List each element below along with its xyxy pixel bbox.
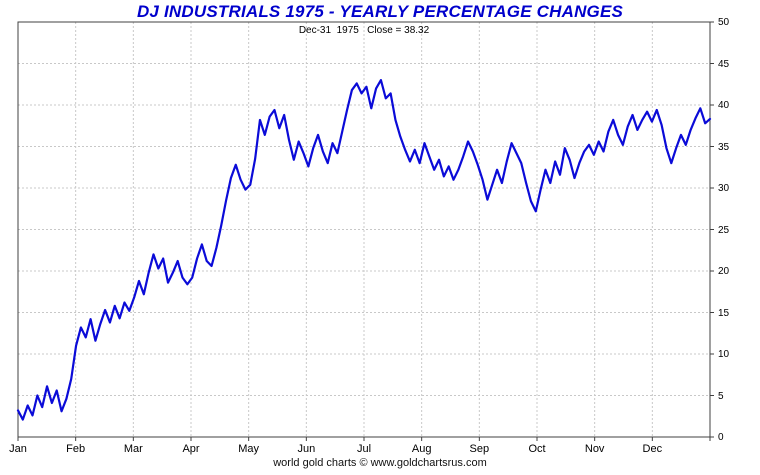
y-tick-label: 30 (718, 183, 730, 194)
y-tick-label: 15 (718, 307, 730, 319)
x-month-label: Oct (528, 443, 546, 455)
watermark-text: world gold charts © www.goldchartsrus.co… (273, 457, 487, 469)
y-tick-label: 40 (718, 100, 730, 111)
price-line-series (16, 78, 712, 421)
y-tick-label: 25 (718, 224, 730, 236)
x-month-label: Jul (356, 443, 372, 455)
x-month-label: Apr (182, 443, 200, 455)
x-month-label: Mar (123, 443, 143, 455)
x-month-label: Sep (469, 443, 490, 455)
y-tick-label: 35 (718, 141, 730, 153)
x-month-label: Jan (9, 443, 27, 455)
x-month-label: May (238, 443, 260, 455)
y-tick-label: 0 (718, 432, 724, 443)
y-tick-label: 10 (718, 349, 730, 360)
y-tick-label: 45 (718, 58, 730, 70)
y-tick-label: 20 (718, 266, 730, 277)
chart-title: DJ INDUSTRIALS 1975 - YEARLY PERCENTAGE … (136, 2, 624, 21)
chart-subtitle: Dec-31 1975 Close = 38.32 (298, 25, 430, 36)
x-month-label: Jun (297, 443, 316, 455)
x-month-label: Feb (66, 443, 86, 455)
y-tick-label: 50 (718, 17, 730, 28)
x-month-label: Dec (642, 443, 663, 455)
x-month-label: Aug (411, 443, 432, 455)
y-tick-label: 5 (718, 390, 724, 402)
x-month-label: Nov (584, 443, 605, 455)
